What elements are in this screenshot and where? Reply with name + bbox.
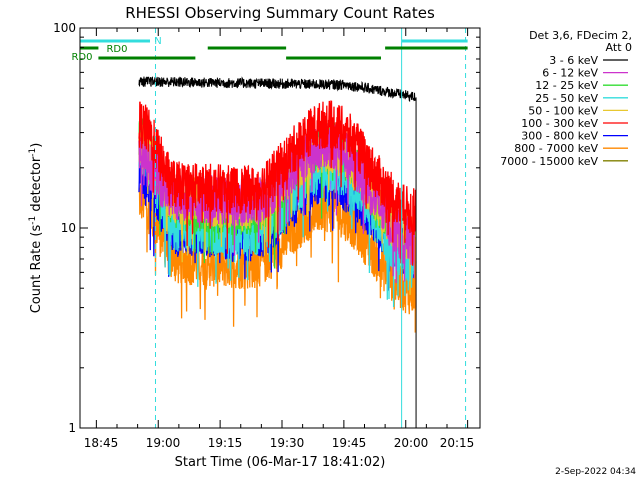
y-label-exp-1: -1	[28, 216, 38, 225]
axes-ticks	[80, 28, 480, 429]
y-label-part-2: detector	[29, 156, 44, 216]
flag-label-rd0-upper: RD0	[106, 44, 127, 55]
x-tick-label-1845: 18:45	[84, 436, 119, 450]
legend-label-0: 3 - 6 keV	[549, 54, 598, 67]
x-tick-label-2015: 20:15	[440, 436, 475, 450]
legend-title-line-1: Det 3,6, FDecim 2,	[529, 29, 632, 42]
y-label-part-3: )	[29, 143, 44, 148]
legend-label-4: 50 - 100 keV	[528, 104, 598, 117]
series-line-5	[138, 100, 417, 266]
legend-label-2: 12 - 25 keV	[535, 79, 598, 92]
x-tick-label-1915: 19:15	[208, 436, 243, 450]
x-tick-label-1945: 19:45	[332, 436, 367, 450]
y-tick-label-10: 10	[61, 221, 76, 235]
y-axis-label: Count Rate (s-1 detector-1)	[28, 143, 44, 314]
legend-label-6: 300 - 800 keV	[521, 130, 598, 143]
x-tick-label-1930: 19:30	[270, 436, 305, 450]
date-stamp: 2-Sep-2022 04:34	[555, 467, 636, 477]
plot-area	[80, 28, 468, 428]
legend-label-3: 25 - 50 keV	[535, 92, 598, 105]
legend-label-8: 7000 - 15000 keV	[500, 155, 598, 168]
legend-label-5: 100 - 300 keV	[521, 117, 598, 130]
y-label-exp-2: -1	[28, 148, 38, 157]
legend-title-line-2: Att 0	[606, 41, 632, 54]
x-axis-label: Start Time (06-Mar-17 18:41:02)	[175, 455, 386, 470]
y-tick-label-1: 1	[68, 421, 76, 435]
y-tick-label-100: 100	[53, 21, 76, 35]
y-label-part-1: Count Rate (s	[29, 225, 44, 314]
series-line-0	[138, 76, 417, 103]
chart-title: RHESSI Observing Summary Count Rates	[125, 4, 435, 22]
x-tick-label-2000: 20:00	[394, 436, 429, 450]
legend-label-1: 6 - 12 keV	[542, 67, 598, 80]
flag-label-rd0-lower: RD0	[71, 52, 92, 63]
legend-label-7: 800 - 7000 keV	[514, 142, 598, 155]
flag-label-n: N	[154, 36, 161, 47]
x-tick-label-1900: 19:00	[146, 436, 181, 450]
